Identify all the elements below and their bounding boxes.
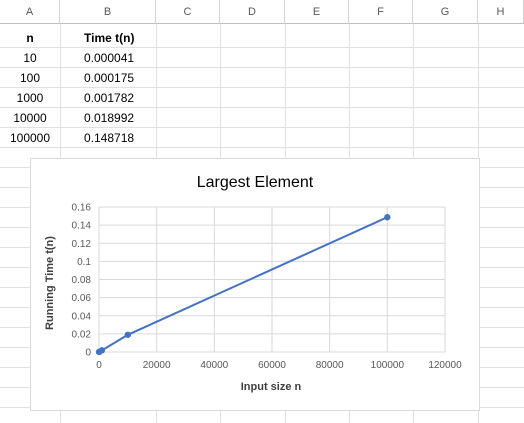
series-line (98, 216, 388, 353)
grid-line (0, 87, 524, 88)
y-tick-label: 0.06 (72, 293, 92, 304)
grid-line (0, 127, 524, 128)
y-tick-label: 0.04 (72, 311, 92, 322)
x-tick-label: 20000 (143, 360, 171, 371)
x-tick-label: 80000 (316, 360, 344, 371)
y-tick-label: 0.02 (72, 329, 92, 340)
column-header-b[interactable]: B (60, 0, 156, 24)
x-tick-label: 0 (96, 360, 102, 371)
cell-a2[interactable]: 10 (23, 51, 37, 65)
chart-plot: Largest Element 0 0.02 0.04 0.06 0.08 0.1 0.12… (44, 174, 462, 393)
column-header-h[interactable]: H (478, 0, 524, 24)
column-header-e[interactable]: E (285, 0, 349, 24)
data-point[interactable] (98, 347, 106, 354)
grid-line (0, 147, 524, 148)
data-point[interactable] (384, 214, 391, 221)
grid-line (0, 107, 524, 108)
cell-b4[interactable]: 0.001782 (84, 91, 135, 105)
x-tick-label: 60000 (258, 360, 286, 371)
cell-a3[interactable]: 100 (19, 71, 41, 85)
cell-b3[interactable]: 0.000175 (84, 71, 135, 85)
cell-b2[interactable]: 0.000041 (84, 51, 135, 65)
y-tick-label: 0.12 (72, 239, 92, 250)
grid-line (0, 47, 524, 48)
y-tick-label: 0.16 (72, 203, 92, 214)
cell-b5[interactable]: 0.018992 (84, 111, 135, 125)
y-tick-label: 0.14 (72, 221, 92, 232)
x-tick-label: 40000 (200, 360, 228, 371)
column-header-a[interactable]: A (0, 0, 60, 24)
y-tick-label: 0 (85, 348, 91, 359)
cell-a5[interactable]: 10000 (13, 111, 47, 125)
x-tick-label: 120000 (428, 360, 462, 371)
column-header-d[interactable]: D (220, 0, 285, 24)
chart-container[interactable]: Largest Element 0 0.02 0.04 0.06 0.08 0.1 0.12… (30, 158, 480, 411)
cell-a1[interactable]: n (26, 31, 34, 45)
y-tick-label: 0.1 (77, 257, 91, 268)
x-axis-title: Input size n (241, 381, 302, 393)
chart-title: Largest Element (197, 174, 314, 191)
cell-b6[interactable]: 0.148718 (84, 131, 135, 145)
y-axis-title: Running Time t(n) (44, 236, 56, 330)
column-header-f[interactable]: F (349, 0, 413, 24)
column-header-c[interactable]: C (156, 0, 220, 24)
column-header-g[interactable]: G (413, 0, 478, 24)
y-tick-label: 0.08 (72, 275, 92, 286)
grid-line (0, 67, 524, 68)
data-point[interactable] (124, 331, 132, 338)
cell-b1[interactable]: Time t(n) (84, 31, 135, 45)
cell-a6[interactable]: 100000 (9, 131, 51, 145)
x-tick-label: 100000 (371, 360, 405, 371)
cell-a4[interactable]: 1000 (16, 91, 44, 105)
